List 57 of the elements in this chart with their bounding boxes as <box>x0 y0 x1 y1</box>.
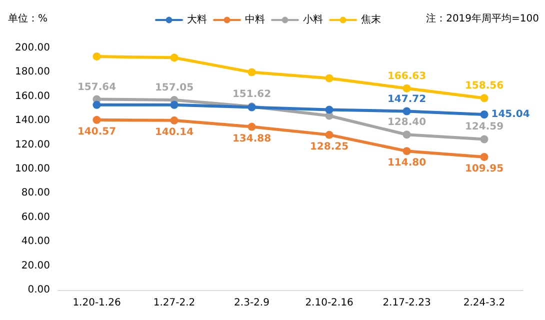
data-label: 109.95 <box>464 163 504 174</box>
legend-label: 焦末 <box>361 14 381 26</box>
point <box>248 122 256 131</box>
y-tick-label: 20.00 <box>21 260 50 272</box>
point <box>480 152 488 161</box>
y-tick-label: 180.00 <box>15 66 50 78</box>
x-tick-label: 2.10-2.16 <box>305 298 354 308</box>
point <box>325 130 334 139</box>
y-tick-label: 200.00 <box>15 42 50 54</box>
x-tick-label: 1.20-1.26 <box>72 298 121 308</box>
data-label: 134.88 <box>232 133 272 144</box>
y-tick-label: 100.00 <box>15 164 50 174</box>
data-label: 157.05 <box>154 82 194 94</box>
y-tick-label: 140.00 <box>15 115 50 126</box>
text: 单位：% <box>8 12 48 24</box>
legend-label: 小料 <box>303 14 323 26</box>
y-tick-label: 0.00 <box>28 284 50 296</box>
legend-label: 中料 <box>245 14 265 26</box>
point <box>325 74 334 82</box>
point <box>170 100 178 109</box>
point <box>480 110 488 118</box>
point <box>402 107 411 116</box>
data-label: 158.56 <box>464 80 504 92</box>
data-label: 140.57 <box>77 126 116 138</box>
data-label: 114.80 <box>387 158 426 169</box>
y-tick-label: 80.00 <box>21 188 50 199</box>
data-label: 128.40 <box>387 117 426 128</box>
x-tick-label: 2.24-3.2 <box>463 298 506 308</box>
y-tick-label: 160.00 <box>15 90 50 102</box>
data-label: 128.25 <box>310 141 349 152</box>
point <box>480 94 488 102</box>
point <box>402 130 411 139</box>
point <box>402 84 411 92</box>
data-label: 166.63 <box>387 70 426 82</box>
text: 注：2019年周平均=100 <box>426 12 540 24</box>
data-label: 140.14 <box>154 126 194 138</box>
data-label: 157.64 <box>77 82 116 93</box>
point <box>170 116 178 124</box>
data-label: 151.62 <box>232 89 272 100</box>
x-tick-label: 1.27-2.2 <box>153 298 196 308</box>
point <box>325 106 334 114</box>
point <box>170 54 178 62</box>
data-label: 124.59 <box>464 122 504 133</box>
x-tick-label: 2.17-2.23 <box>382 298 431 308</box>
y-tick-label: 120.00 <box>15 139 50 150</box>
y-tick-label: 40.00 <box>21 236 50 248</box>
x-tick-label: 2.3-2.9 <box>234 298 270 308</box>
data-label: 145.04 <box>491 109 530 120</box>
point <box>92 100 101 109</box>
data-label: 147.72 <box>387 94 426 105</box>
point <box>92 52 101 60</box>
point <box>92 116 101 124</box>
point <box>402 147 411 156</box>
point <box>248 68 256 76</box>
y-tick-label: 60.00 <box>21 212 50 223</box>
legend-label: 大料 <box>187 14 207 26</box>
point <box>480 135 488 144</box>
